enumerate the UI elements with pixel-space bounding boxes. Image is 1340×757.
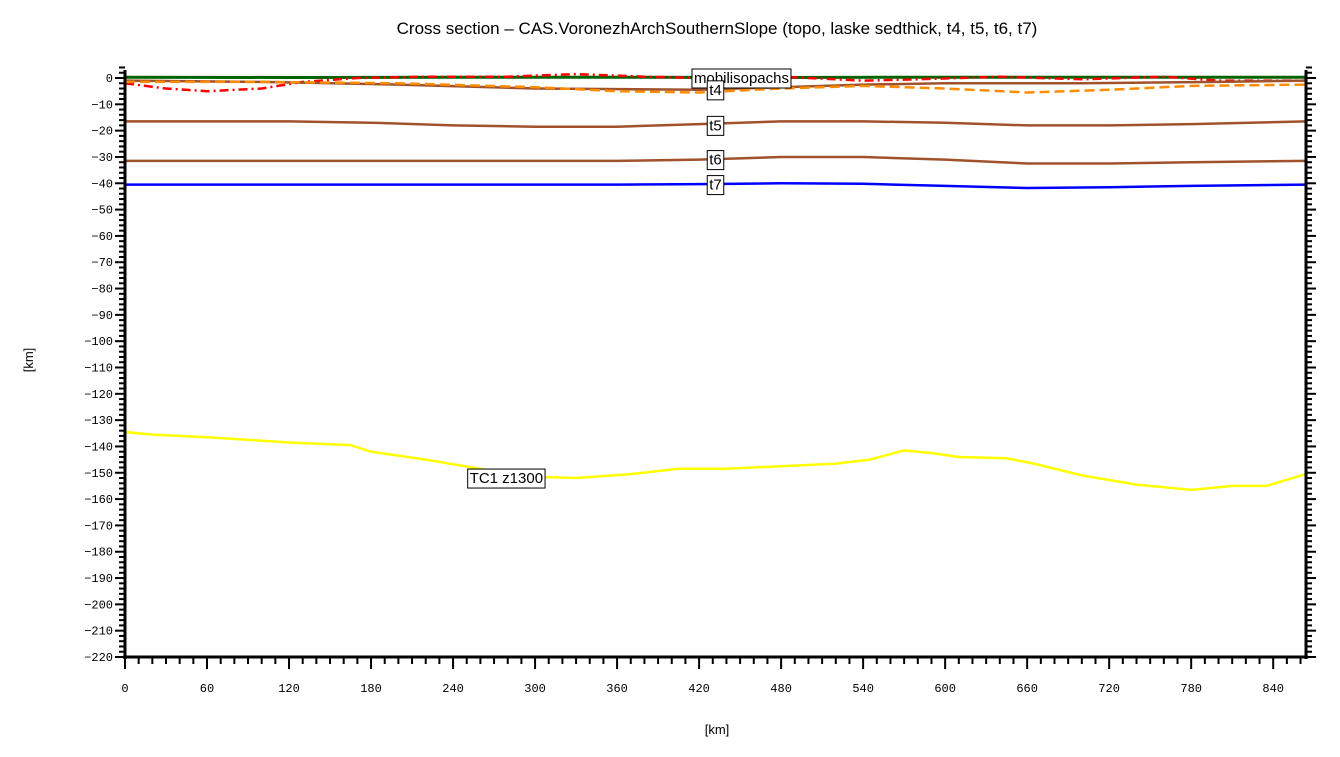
label-t4: t4 [706, 80, 725, 101]
y-tick-label: −130 [84, 414, 113, 428]
y-tick-label: −20 [91, 125, 113, 139]
y-tick-label: −170 [84, 519, 113, 533]
y-axis-label: [km] [21, 348, 36, 373]
x-axis-label: [km] [705, 722, 730, 737]
x-tick-label: 540 [852, 682, 874, 696]
curve-t6 [125, 155, 1307, 165]
y-tick-label: −120 [84, 388, 113, 402]
svg-text:t5: t5 [709, 117, 722, 134]
y-tick-label: −180 [84, 546, 113, 560]
x-tick-label: 420 [688, 682, 710, 696]
y-tick-label: −60 [91, 230, 113, 244]
y-tick-label: −190 [84, 572, 113, 586]
x-tick-label: 660 [1016, 682, 1038, 696]
x-tick-label: 240 [442, 682, 464, 696]
x-tick-label: 780 [1180, 682, 1202, 696]
svg-text:t4: t4 [709, 82, 722, 99]
curve-mobilisopachs [124, 72, 1306, 93]
y-tick-label: −110 [84, 362, 113, 376]
x-tick-label: 120 [278, 682, 300, 696]
curve-t5 [125, 120, 1307, 128]
y-tick-label: −160 [84, 493, 113, 507]
svg-text:t7: t7 [709, 177, 722, 194]
y-tick-label: −90 [91, 309, 113, 323]
x-tick-label: 720 [1098, 682, 1120, 696]
y-axis: 0 −10 −20 −30 −40 −50 −60 −70 −80 −90 −100 −110 −120… [84, 66, 1316, 665]
curve-layer [124, 72, 1307, 492]
x-tick-label: 840 [1262, 682, 1284, 696]
x-tick-label: 600 [934, 682, 956, 696]
label-tc1: TC1 z1300 [467, 468, 546, 489]
y-tick-label: −80 [91, 283, 113, 297]
y-tick-label: −210 [84, 625, 113, 639]
y-tick-label: −30 [91, 151, 113, 165]
svg-text:TC1 z1300: TC1 z1300 [470, 470, 543, 487]
y-tick-label: −200 [84, 598, 113, 612]
y-tick-label: −220 [84, 651, 113, 665]
x-tick-label: 300 [524, 682, 546, 696]
y-tick-label: −10 [91, 98, 113, 112]
y-tick-label: −70 [91, 256, 113, 270]
y-tick-label: 0 [106, 72, 113, 86]
chart-title: Cross section – CAS.VoronezhArchSouthern… [396, 19, 1038, 38]
x-tick-label: 0 [121, 682, 128, 696]
y-tick-label: −50 [91, 204, 113, 218]
label-t6: t6 [706, 150, 725, 171]
label-t7: t7 [706, 175, 725, 196]
x-tick-label: 180 [360, 682, 382, 696]
curve-tc1-z1300 [124, 430, 1307, 492]
x-axis: 0 60 120 180 240 300 360 420 480 540 600 660 720 780 8… [121, 657, 1302, 696]
curve-t7 [125, 182, 1307, 190]
y-tick-label: −100 [84, 335, 113, 349]
y-tick-label: −150 [84, 467, 113, 481]
y-tick-label: −140 [84, 440, 113, 454]
x-tick-label: 60 [200, 682, 214, 696]
label-t5: t5 [706, 115, 725, 136]
y-tick-label: −40 [91, 177, 113, 191]
x-tick-label: 480 [770, 682, 792, 696]
curve-laske-sedthick [125, 80, 1307, 94]
svg-text:t6: t6 [709, 152, 722, 169]
x-tick-label: 360 [606, 682, 628, 696]
